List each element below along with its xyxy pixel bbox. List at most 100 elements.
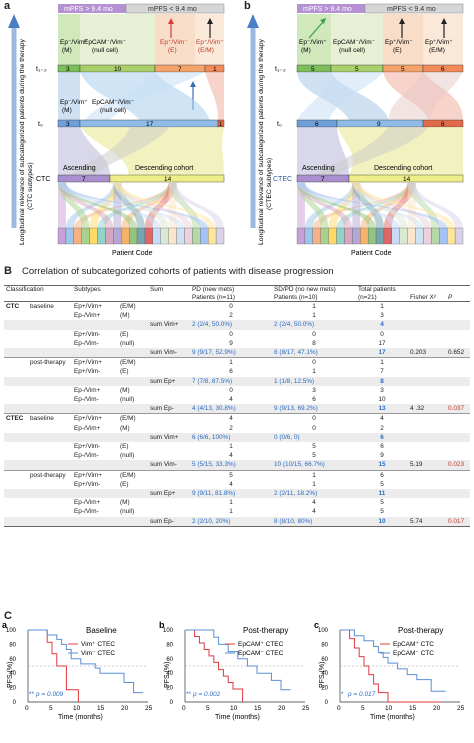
ctec-count-desc: 14 — [403, 176, 411, 183]
cell-sd: 2 (2/11, 18.2%) — [272, 489, 356, 499]
cell-total: 3 — [380, 386, 384, 394]
ascending-label: Ascending — [63, 165, 96, 172]
cell-timepoint — [28, 507, 72, 516]
arrow-shaft — [11, 28, 17, 228]
cell-category: (E) — [120, 480, 129, 488]
flow-3 — [85, 72, 205, 120]
ctec-label: CTEC — [273, 176, 292, 183]
km-x-tick: 15 — [97, 705, 105, 712]
table-row: Ep-/Vim+ (M) 2 1 3 — [4, 311, 470, 320]
km-pvalue: p = 0.017 — [347, 691, 376, 698]
km-xlabel: Time (months) — [215, 714, 260, 721]
patient-code-cell — [304, 227, 313, 245]
correlation-table: Classification Subtypes Sum PD (new mets… — [4, 285, 470, 527]
patient-code-cell — [81, 227, 90, 245]
patient-code-cell — [97, 227, 106, 245]
cell-category: (M) — [120, 312, 130, 320]
section-c-letter: C — [4, 610, 12, 622]
table-row: post-therapy Ep+/Vim+ (E/M) 1 0 1 — [4, 357, 470, 368]
cell-p — [446, 507, 470, 516]
cell-pd: 9 (9/17, 52.9%) — [190, 348, 272, 358]
cell-classification — [4, 311, 28, 320]
cell-timepoint — [28, 376, 72, 386]
patient-code-cell — [184, 227, 193, 245]
cell-p — [446, 432, 470, 443]
cell-p — [446, 469, 470, 480]
cell-timepoint — [28, 432, 72, 443]
km-x-tick: 20 — [121, 705, 129, 712]
km-x-tick: 5 — [49, 705, 53, 712]
mpfs-right-bar-b — [364, 3, 464, 14]
cell-sd: 1 — [312, 368, 316, 376]
col-m-b — [297, 14, 331, 68]
cell-total: 3 — [380, 312, 384, 320]
cell-category: (E/M) — [118, 469, 148, 480]
cell-sd: 8 (8/10, 80%) — [272, 516, 356, 527]
patient-code-cell — [136, 227, 146, 245]
km-panel-letter: a — [2, 620, 8, 630]
cell-fisher — [408, 413, 446, 424]
cell-fisher — [408, 442, 446, 451]
t0-count-m: 3 — [66, 121, 70, 128]
cell-sum: sum Ep+ — [148, 376, 190, 386]
table-row: sum Ep- 2 (2/10, 20%) 8 (8/10, 80%) 10 5.74 0… — [4, 516, 470, 527]
cell-p: 0.037 — [446, 404, 470, 414]
cell-pd: 4 — [229, 480, 233, 488]
cell-total: 4 — [356, 413, 408, 424]
km-x-tick: 5 — [361, 705, 365, 712]
km-xlabel: Time (months) — [58, 714, 103, 721]
table-row: Ep+/Vim- (E) 6 1 7 — [4, 367, 470, 376]
cell-p: 0.652 — [446, 348, 470, 358]
cell-pd: 4 — [229, 452, 233, 460]
cell-pd: 5 (5/15, 33.3%) — [190, 460, 272, 471]
km-panel-letter: c — [314, 620, 319, 630]
cell-pd: 7 (7/8, 87.5%) — [190, 376, 272, 386]
cell-category: (E) — [120, 443, 129, 451]
cell-fisher — [408, 376, 446, 386]
table-row: Ep-/Vim+ (M) 1 4 5 — [4, 498, 470, 507]
km-x-tick: 5 — [206, 705, 210, 712]
cell-pd: 6 (6/6, 100%) — [190, 432, 272, 443]
t12-count-null: 10 — [114, 66, 122, 73]
patient-code-cell — [168, 227, 177, 245]
patient-code-row-a — [57, 227, 225, 245]
patient-code-cell — [312, 227, 321, 245]
cell-total: 6 — [356, 469, 408, 480]
panel-a-svg: mPFS > 9.4 mo mPFS < 9.4 mo Ep⁻/Vim⁺ (M)… — [8, 3, 225, 257]
km-x-tick: 25 — [457, 705, 465, 712]
km-x-tick: 20 — [433, 705, 441, 712]
patient-code-cell — [383, 227, 393, 245]
cell-pd: 2 — [229, 424, 233, 432]
cell-total: 1 — [356, 301, 408, 312]
cell-category: (M) — [120, 386, 130, 394]
km-y-tick: 80 — [321, 642, 328, 648]
cell-sum: sum Ep- — [148, 404, 190, 414]
cell-pd: 9 (9/11, 81.8%) — [190, 489, 272, 499]
cell-total: 6 — [356, 432, 408, 443]
patient-code-cell — [208, 227, 217, 245]
cell-p — [446, 320, 470, 330]
th-pd: PD (new mets) Patients (n=11) — [190, 285, 272, 302]
cell-total: 2 — [380, 424, 384, 432]
cat-em-b-label: Ep⁺/Vim⁺ — [425, 39, 453, 46]
patient-flows-b — [297, 182, 463, 228]
th-fisher: Fisher X² — [408, 285, 446, 302]
cell-total: 5 — [380, 499, 384, 507]
cell-fisher: 5.19 — [408, 460, 446, 471]
cell-p — [446, 480, 470, 489]
km-x-tick: 25 — [145, 705, 153, 712]
ctec-seg-desc — [348, 174, 464, 183]
cell-pd: 0 — [229, 330, 233, 338]
cell-p — [446, 498, 470, 507]
cell-pd: 0 — [229, 386, 233, 394]
cell-sd: 0 — [272, 413, 356, 424]
km-panel-letter: b — [159, 620, 165, 630]
cell-subtype: Ep-/Vim+ — [74, 424, 101, 432]
patient-ribbon — [58, 182, 114, 228]
cell-timepoint: post-therapy — [28, 469, 72, 480]
cell-subtype: Ep+/Vim+ — [72, 301, 118, 312]
t12-b-count-m: 5 — [311, 66, 315, 73]
cell-category: (null) — [120, 339, 135, 347]
cell-p: 0.023 — [446, 460, 470, 471]
